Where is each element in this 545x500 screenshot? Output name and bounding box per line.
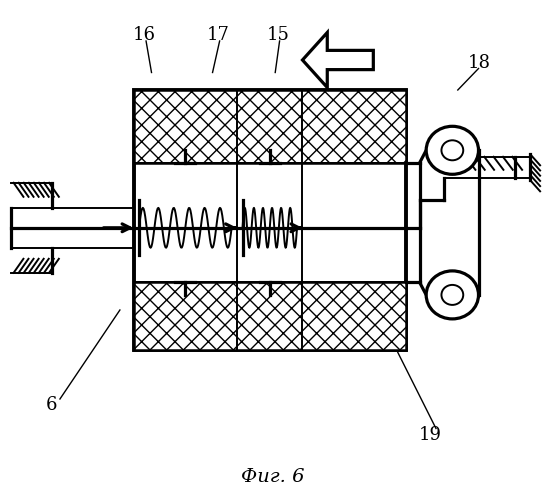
Bar	[134, 282, 406, 350]
Text: 6: 6	[46, 396, 58, 414]
Text: 19: 19	[419, 426, 442, 444]
Polygon shape	[302, 32, 373, 88]
Circle shape	[441, 140, 463, 160]
Text: 18: 18	[468, 54, 491, 72]
Text: Фиг. 6: Фиг. 6	[241, 468, 304, 486]
Circle shape	[426, 271, 479, 319]
Circle shape	[441, 285, 463, 305]
Text: 15: 15	[267, 26, 289, 44]
Bar	[134, 90, 406, 350]
Bar	[134, 90, 406, 163]
Text: 17: 17	[207, 26, 229, 44]
Text: 16: 16	[133, 26, 156, 44]
Circle shape	[426, 126, 479, 174]
